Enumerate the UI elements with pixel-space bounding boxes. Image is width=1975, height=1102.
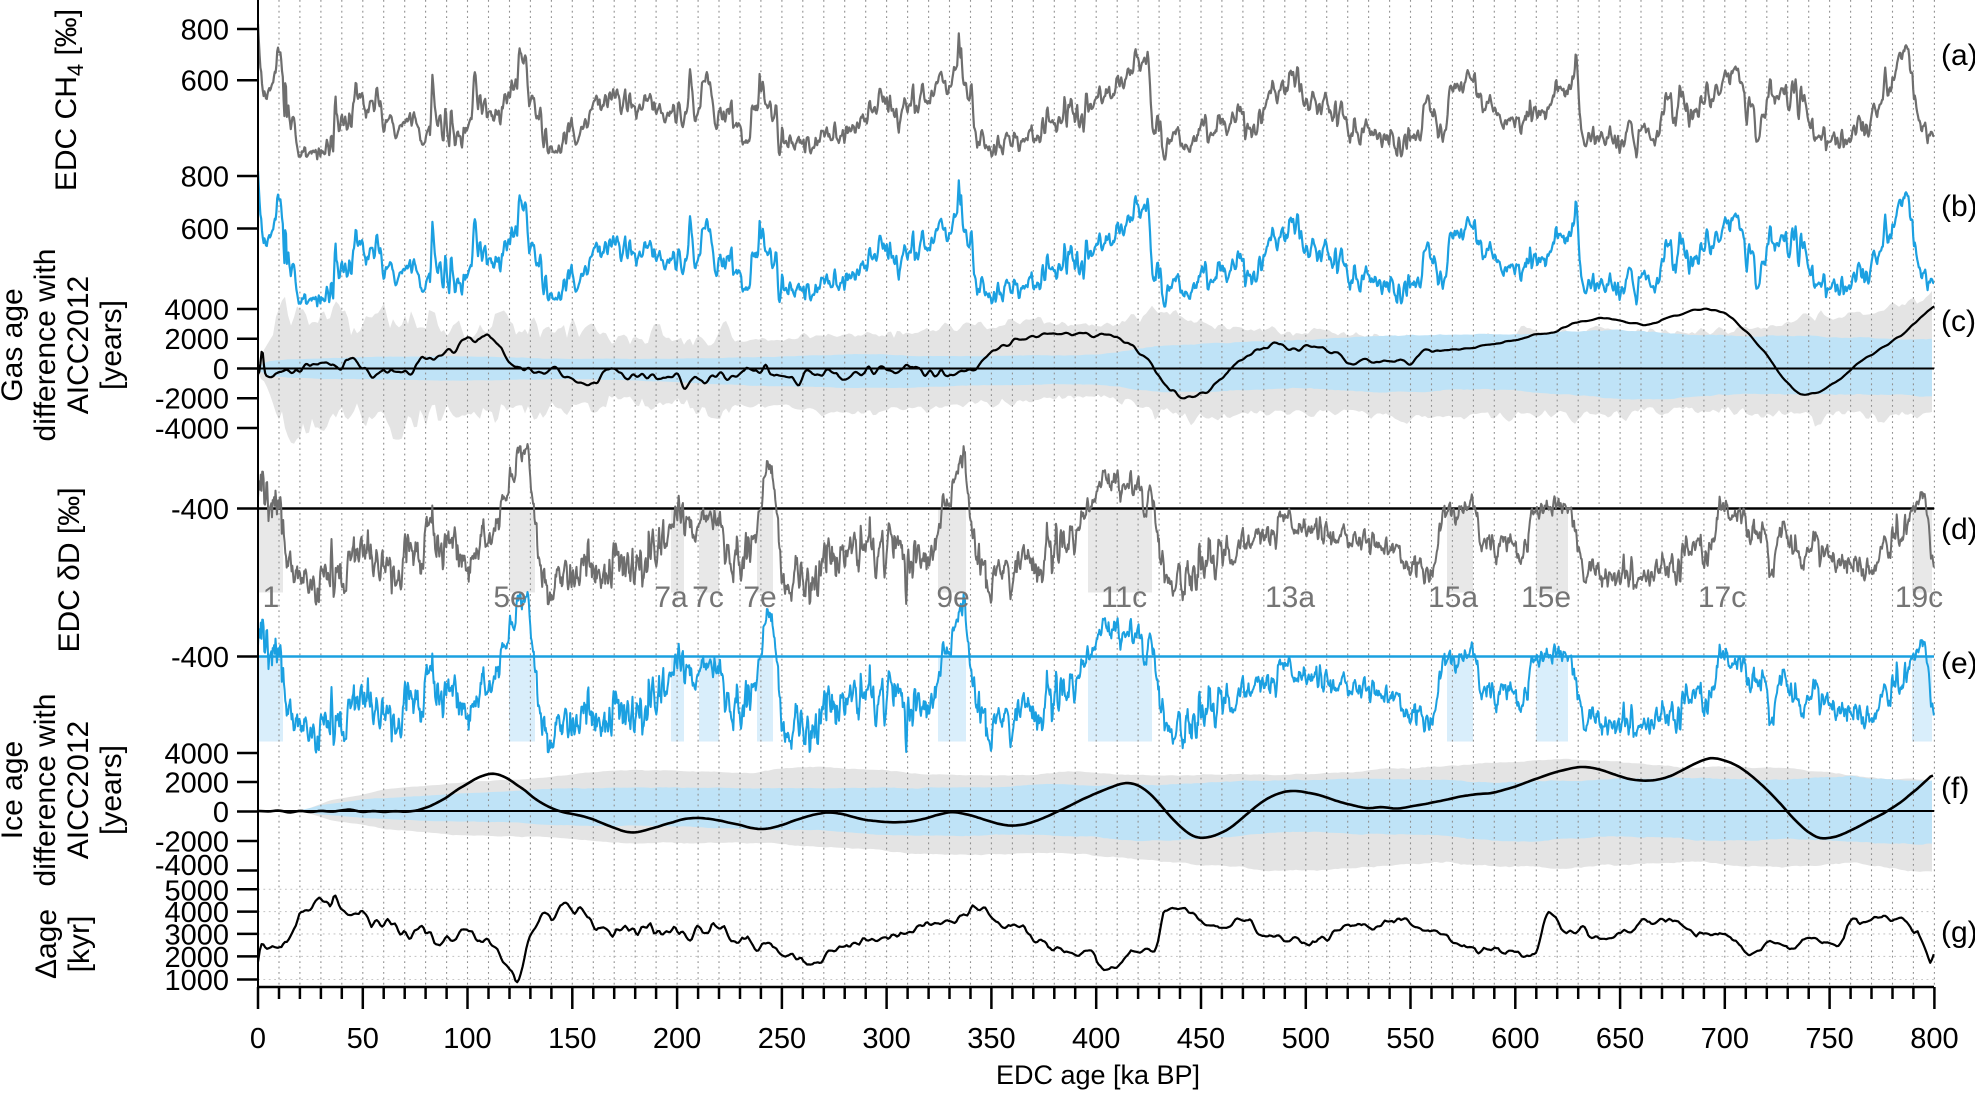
svg-text:650: 650 bbox=[1596, 1023, 1644, 1055]
svg-text:7e: 7e bbox=[743, 581, 776, 614]
svg-text:(b): (b) bbox=[1941, 190, 1975, 223]
svg-text:-2000: -2000 bbox=[155, 827, 229, 859]
svg-text:-400: -400 bbox=[171, 494, 229, 526]
svg-text:100: 100 bbox=[443, 1023, 491, 1055]
svg-text:0: 0 bbox=[213, 797, 229, 829]
svg-text:difference with: difference with bbox=[29, 694, 62, 887]
svg-text:800: 800 bbox=[181, 162, 229, 194]
svg-text:500: 500 bbox=[1282, 1023, 1330, 1055]
svg-text:2000: 2000 bbox=[164, 768, 229, 800]
svg-text:150: 150 bbox=[548, 1023, 596, 1055]
svg-text:-400: -400 bbox=[171, 642, 229, 674]
svg-text:19c: 19c bbox=[1895, 581, 1943, 614]
svg-text:EDC age [ka BP]: EDC age [ka BP] bbox=[996, 1060, 1200, 1090]
svg-text:450: 450 bbox=[1177, 1023, 1225, 1055]
svg-text:3000: 3000 bbox=[164, 919, 229, 951]
svg-text:0: 0 bbox=[213, 354, 229, 386]
svg-text:1: 1 bbox=[263, 581, 280, 614]
svg-text:7c: 7c bbox=[692, 581, 724, 614]
svg-text:[kyr]: [kyr] bbox=[63, 916, 96, 973]
svg-text:(d): (d) bbox=[1941, 513, 1975, 546]
svg-text:15e: 15e bbox=[1521, 581, 1571, 614]
svg-text:9e: 9e bbox=[936, 581, 969, 614]
svg-text:AICC2012: AICC2012 bbox=[62, 276, 95, 414]
svg-text:50: 50 bbox=[347, 1023, 379, 1055]
svg-text:-4000: -4000 bbox=[155, 414, 229, 446]
svg-text:[years]: [years] bbox=[95, 745, 128, 835]
svg-text:550: 550 bbox=[1386, 1023, 1434, 1055]
svg-text:300: 300 bbox=[862, 1023, 910, 1055]
svg-text:11c: 11c bbox=[1101, 581, 1147, 614]
svg-text:(g): (g) bbox=[1941, 916, 1975, 949]
svg-text:5e: 5e bbox=[493, 581, 526, 614]
svg-text:700: 700 bbox=[1701, 1023, 1749, 1055]
svg-text:200: 200 bbox=[653, 1023, 701, 1055]
svg-text:350: 350 bbox=[967, 1023, 1015, 1055]
svg-text:EDC δD [‰]: EDC δD [‰] bbox=[53, 487, 86, 652]
svg-text:250: 250 bbox=[758, 1023, 806, 1055]
svg-text:600: 600 bbox=[181, 66, 229, 98]
svg-text:13a: 13a bbox=[1265, 581, 1315, 614]
svg-text:AICC2012: AICC2012 bbox=[62, 721, 95, 859]
svg-text:(e): (e) bbox=[1941, 647, 1975, 680]
svg-text:7a: 7a bbox=[654, 581, 688, 614]
svg-text:400: 400 bbox=[1072, 1023, 1120, 1055]
svg-text:2000: 2000 bbox=[164, 324, 229, 356]
svg-text:-4000: -4000 bbox=[155, 850, 229, 882]
svg-text:4000: 4000 bbox=[164, 897, 229, 929]
svg-text:2000: 2000 bbox=[164, 942, 229, 974]
svg-text:-2000: -2000 bbox=[155, 384, 229, 416]
svg-text:5000: 5000 bbox=[164, 875, 229, 907]
svg-text:17c: 17c bbox=[1698, 581, 1746, 614]
svg-text:600: 600 bbox=[1491, 1023, 1539, 1055]
svg-text:(a): (a) bbox=[1941, 39, 1975, 72]
svg-text:800: 800 bbox=[1910, 1023, 1958, 1055]
svg-text:15a: 15a bbox=[1428, 581, 1478, 614]
svg-text:750: 750 bbox=[1805, 1023, 1853, 1055]
svg-text:Gas age: Gas age bbox=[0, 288, 29, 401]
svg-text:difference with: difference with bbox=[29, 249, 62, 442]
svg-text:600: 600 bbox=[181, 214, 229, 246]
svg-text:[years]: [years] bbox=[95, 300, 128, 390]
svg-text:4000: 4000 bbox=[164, 739, 229, 771]
svg-text:(c): (c) bbox=[1941, 305, 1975, 338]
svg-text:0: 0 bbox=[250, 1023, 266, 1055]
svg-text:Δage: Δage bbox=[30, 909, 63, 979]
svg-text:(f): (f) bbox=[1941, 772, 1969, 805]
svg-text:4000: 4000 bbox=[164, 295, 229, 327]
svg-text:800: 800 bbox=[181, 15, 229, 47]
svg-text:1000: 1000 bbox=[164, 965, 229, 997]
svg-text:Ice age: Ice age bbox=[0, 741, 29, 839]
svg-text:EDC CH4 [‰]: EDC CH4 [‰] bbox=[50, 9, 88, 191]
